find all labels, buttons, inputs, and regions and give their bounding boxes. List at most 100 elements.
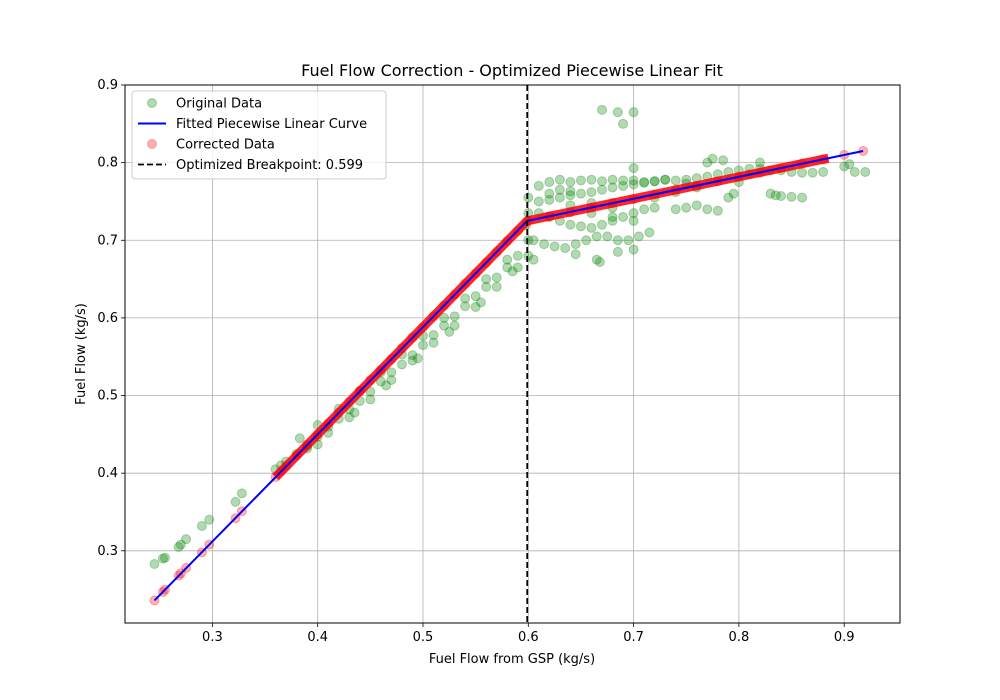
- original-data-point: [612, 107, 623, 118]
- original-data-point: [475, 297, 486, 308]
- original-data-point: [365, 394, 376, 405]
- original-data-point: [544, 177, 555, 188]
- y-tick-label: 0.4: [97, 466, 118, 481]
- original-data-point: [481, 281, 492, 292]
- plot-data: [149, 85, 871, 623]
- legend-marker: [147, 139, 157, 149]
- x-tick-label: 0.6: [518, 630, 539, 645]
- original-data-point: [381, 380, 392, 391]
- original-data-point: [230, 496, 241, 507]
- original-data-point: [539, 239, 550, 250]
- original-data-point: [160, 552, 171, 563]
- original-data-point: [175, 539, 186, 550]
- original-data-point: [428, 329, 439, 340]
- original-data-point: [533, 196, 544, 207]
- original-data-point: [618, 211, 629, 222]
- original-data-point: [649, 202, 660, 213]
- original-data-point: [628, 163, 639, 174]
- original-data-point: [344, 412, 355, 423]
- original-data-point: [528, 254, 539, 265]
- original-data-point: [575, 175, 586, 186]
- y-tick-label: 0.9: [97, 78, 118, 93]
- original-data-point: [439, 320, 450, 331]
- original-data-point: [554, 174, 565, 185]
- y-tick-label: 0.3: [97, 544, 118, 559]
- original-data-point: [728, 188, 739, 199]
- original-data-point: [770, 190, 781, 201]
- x-tick-label: 0.5: [413, 630, 434, 645]
- original-data-point: [544, 188, 555, 199]
- original-data-point: [554, 192, 565, 203]
- original-data-point: [628, 208, 639, 219]
- original-data-point: [523, 235, 534, 246]
- original-data-point: [417, 340, 428, 351]
- original-data-point: [481, 274, 492, 285]
- original-data-point: [628, 215, 639, 226]
- y-tick-label: 0.5: [97, 389, 118, 404]
- original-data-point: [586, 174, 597, 185]
- x-tick-label: 0.9: [834, 630, 855, 645]
- legend-label: Fitted Piecewise Linear Curve: [176, 117, 367, 132]
- original-data-point: [649, 176, 660, 187]
- original-data-point: [570, 249, 581, 260]
- x-tick-label: 0.4: [307, 630, 328, 645]
- original-data-point: [449, 320, 460, 331]
- original-data-point: [173, 541, 184, 552]
- original-data-point: [860, 166, 871, 177]
- original-data-point: [707, 153, 718, 164]
- original-data-point: [754, 157, 765, 168]
- original-data-point: [149, 558, 160, 569]
- original-data-point: [597, 176, 608, 187]
- original-data-point: [565, 190, 576, 201]
- legend-label: Corrected Data: [176, 138, 275, 153]
- original-data-point: [386, 367, 397, 378]
- original-data-point: [786, 191, 797, 202]
- original-data-point: [581, 235, 592, 246]
- original-data-point: [236, 488, 247, 499]
- original-data-point: [439, 312, 450, 323]
- original-data-point: [575, 221, 586, 232]
- original-data-point: [644, 227, 655, 238]
- plot-frame: [124, 84, 901, 624]
- original-data-point: [660, 174, 671, 185]
- original-data-point: [639, 177, 650, 188]
- original-data-point: [618, 175, 629, 186]
- original-data-point: [681, 202, 692, 213]
- y-tick-label: 0.6: [97, 311, 118, 326]
- legend-label: Original Data: [176, 97, 262, 112]
- original-data-point: [470, 291, 481, 302]
- x-tick-label: 0.3: [202, 630, 223, 645]
- original-data-point: [612, 235, 623, 246]
- original-data-point: [491, 272, 502, 283]
- original-data-point: [844, 159, 855, 170]
- axis-ticks: 0.3 0.4 0.5 0.6 0.7 0.8 0.9 0.3 0.4 0.5 0.6 0.7 0.8 0…: [97, 78, 854, 645]
- original-data-point: [528, 235, 539, 246]
- original-data-point: [470, 302, 481, 313]
- original-data-point: [702, 204, 713, 215]
- original-data-point: [512, 262, 523, 273]
- fitted-curve-line: [153, 150, 864, 602]
- original-data-point: [523, 192, 534, 203]
- original-data-point: [507, 266, 518, 277]
- original-data-point: [570, 239, 581, 250]
- original-data-point: [670, 175, 681, 186]
- original-data-point: [618, 118, 629, 129]
- original-data-point: [702, 157, 713, 168]
- original-data-point: [602, 231, 613, 242]
- original-data-point: [607, 215, 618, 226]
- original-data-point: [618, 180, 629, 191]
- legend-marker: [147, 98, 157, 108]
- original-data-point: [597, 184, 608, 195]
- original-data-point: [386, 375, 397, 386]
- original-data-point: [776, 191, 787, 202]
- original-data-point: [597, 104, 608, 115]
- original-data-point: [491, 281, 502, 292]
- original-data-point: [718, 155, 729, 166]
- original-data-point: [407, 350, 418, 361]
- original-data-point: [849, 166, 860, 177]
- original-data-point: [565, 186, 576, 197]
- original-data-point: [597, 219, 608, 230]
- chart-title: Fuel Flow Correction - Optimized Piecewi…: [301, 61, 723, 80]
- original-data-point: [575, 188, 586, 199]
